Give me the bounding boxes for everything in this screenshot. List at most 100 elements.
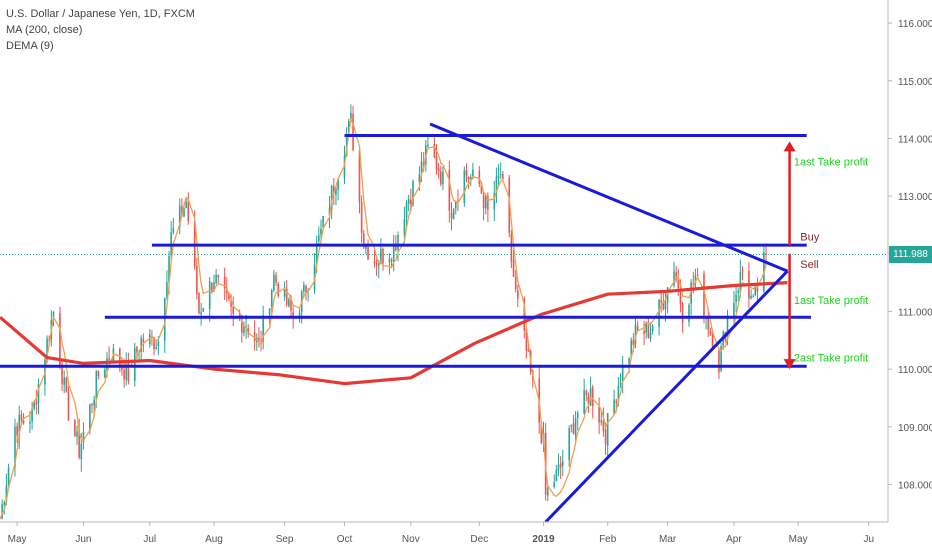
candle-body [711,332,714,351]
x-tick-label: Sep [276,534,294,545]
x-tick-label: May [789,534,808,545]
candle-body [750,295,752,299]
candle-body [570,424,573,427]
candle-body [106,358,108,371]
candle-body [262,315,264,341]
x-tick-label: Feb [599,534,617,545]
candle-body [482,194,485,209]
candle-body [720,346,722,371]
candle-body [275,275,277,283]
candle-body [390,259,393,262]
candle-body [352,113,354,150]
candle-body [166,282,168,298]
candle-body [61,366,63,384]
candle-body [540,422,543,443]
candle-body [765,253,767,255]
x-tick-label: Oct [337,534,353,545]
candle-body [33,401,36,409]
candle-body [260,341,262,343]
x-tick-label: Nov [402,534,420,545]
time-axis-bg [0,522,932,550]
candle-body [754,286,757,296]
candle-body [202,307,205,312]
candle-body [602,420,605,432]
candle-body [658,299,660,327]
candle-body [649,332,652,339]
candle-body [303,284,305,292]
candle-body [525,328,528,351]
candle-body [183,208,185,217]
candle-body [228,292,230,300]
candle-body [215,274,217,284]
candle-body [119,348,121,367]
candle-body [178,205,181,227]
candle-body [89,404,91,431]
candle-body [277,283,279,296]
candle-body [673,271,675,286]
candle-body [187,200,190,222]
candle-body [1,504,3,519]
candle-body [442,171,444,185]
candle-body [439,171,442,185]
candle-body [467,176,470,180]
candles-layer [1,104,767,520]
candle-body [230,300,232,307]
candle-body [463,170,466,204]
candle-body [65,377,68,393]
candle-body [737,290,740,294]
candle-body [487,195,489,210]
candle-body [636,326,639,332]
candle-body [123,369,125,380]
candle-body [405,202,408,218]
candle-body [127,362,130,382]
y-tick-label: 115.000 [898,77,932,88]
candle-body [559,463,562,468]
drawings-layer: 1ast Take profit Buy Sell 1ast Take profit 2… [0,122,868,524]
candle-body [735,294,737,302]
candle-body [392,245,395,262]
candle-body [16,425,18,436]
candle-body [495,176,498,195]
candle-body [619,382,622,385]
candle-body [664,302,667,310]
y-tick-label: 111.000 [898,307,932,318]
candle-body [617,385,620,402]
candle-body [666,287,669,303]
candle-body [493,193,496,210]
candle-body [283,287,286,297]
y-tick-label: 109.000 [898,423,932,434]
candle-body [18,414,21,437]
candle-body [37,384,40,404]
candle-body [125,361,128,380]
candle-body [232,306,235,314]
legend-symbol: U.S. Dollar / Japanese Yen, 1D, FXCM [6,8,195,20]
candle-body [315,243,318,264]
candle-body [134,348,136,381]
candle-body [80,443,83,460]
candle-body [403,219,406,235]
candle-body [305,286,307,293]
y-tick-label: 116.000 [898,19,932,30]
candle-body [514,277,517,290]
candle-body [452,209,455,220]
candle-body [651,325,654,332]
candle-body [140,337,143,352]
candle-body [437,168,440,171]
candle-body [688,304,690,322]
candle-body [172,227,175,233]
candle-body [502,173,504,180]
candle-body [155,346,158,350]
candle-body [469,177,472,180]
candle-body [46,338,48,360]
y-tick-label: 108.000 [898,481,932,492]
candle-body [572,423,575,434]
arrow-head [783,141,796,152]
candle-body [181,206,183,217]
candle-body [358,150,361,203]
candle-body [546,488,549,496]
candle-body [718,351,720,373]
candle-body [213,282,215,291]
candle-body [634,324,637,344]
